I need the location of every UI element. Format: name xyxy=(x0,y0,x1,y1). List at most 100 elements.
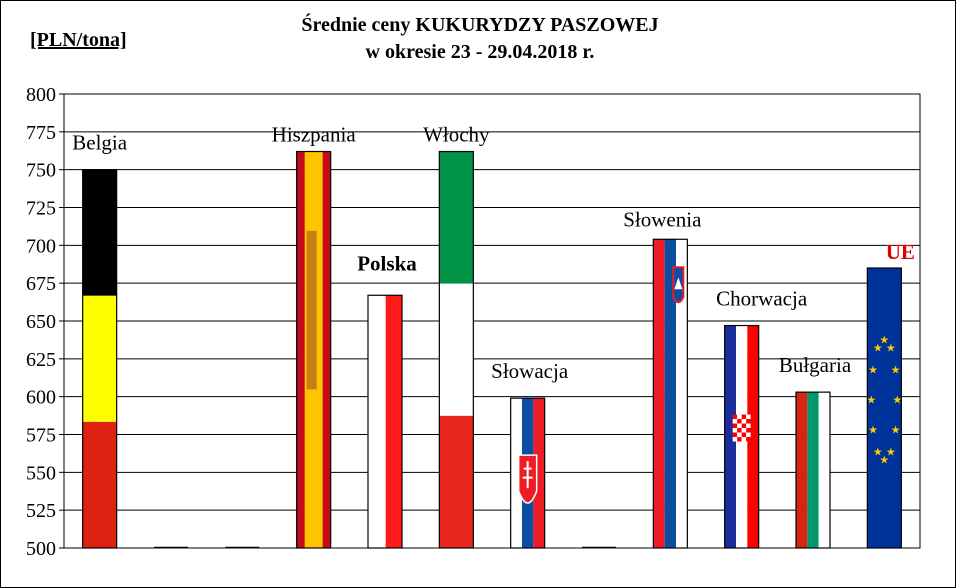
bar-outline xyxy=(724,324,760,549)
flag-stripe xyxy=(533,398,545,548)
bar-outline xyxy=(510,397,546,549)
checkerboard-cell xyxy=(741,414,747,420)
star-icon: ★ xyxy=(868,425,878,437)
double-cross-icon xyxy=(522,461,533,489)
checkerboard-cell xyxy=(741,437,747,442)
flag-stripe xyxy=(82,169,117,296)
checkerboard-cell xyxy=(746,414,751,420)
checkerboard-cell xyxy=(741,419,747,424)
star-icon: ★ xyxy=(891,365,901,377)
checkerboard-cell xyxy=(737,428,742,433)
checkerboard-cell xyxy=(732,432,738,438)
star-icon: ★ xyxy=(879,335,889,347)
flag-stripe xyxy=(82,421,117,548)
star-icon: ★ xyxy=(892,395,902,407)
bar-polska xyxy=(367,294,403,549)
flag-stripe xyxy=(296,151,305,549)
bar-outline xyxy=(652,238,688,549)
y-tick-label: 700 xyxy=(26,235,56,257)
flag-stripe xyxy=(82,295,117,422)
bar-outline xyxy=(795,391,831,549)
y-axis-unit-label: [PLN/tona] xyxy=(30,29,127,51)
checkerboard-cell xyxy=(741,423,747,429)
bar-label: Włochy xyxy=(423,123,490,147)
checkerboard-cell xyxy=(737,414,742,420)
checkerboard-cell xyxy=(732,428,738,433)
bar-chorwacja xyxy=(724,324,760,549)
y-tick-label: 600 xyxy=(26,387,56,409)
flag-field xyxy=(867,268,902,548)
star-icon: ★ xyxy=(866,395,876,407)
flag-stripe xyxy=(322,151,331,549)
bar-label: UE xyxy=(886,240,915,264)
bar-outline xyxy=(438,150,474,549)
flag-stripe xyxy=(676,239,688,548)
bar-outline xyxy=(367,294,403,549)
flag-stripe xyxy=(724,325,736,548)
checkerboard-cell xyxy=(746,428,751,433)
star-icon: ★ xyxy=(891,425,901,437)
flag-stripe xyxy=(510,398,522,548)
bar-outline xyxy=(296,150,332,549)
star-icon: ★ xyxy=(873,343,883,355)
bar-label: Słowenia xyxy=(623,207,702,231)
y-tick-label: 525 xyxy=(26,500,56,522)
checkerboard-cell xyxy=(741,428,747,433)
flag-stripe xyxy=(747,325,759,548)
flag-stripe xyxy=(385,295,402,548)
bar-słowacja xyxy=(510,397,546,549)
checkerboard-cell xyxy=(746,423,751,429)
y-tick-label: 625 xyxy=(26,349,56,371)
checkerboard-cell xyxy=(732,419,738,424)
star-icon: ★ xyxy=(886,343,896,355)
flag-stripe xyxy=(796,392,808,548)
bar-label: Chorwacja xyxy=(716,287,808,311)
flag-stripe xyxy=(664,239,676,548)
checkerboard-cell xyxy=(732,423,738,429)
checkerboard-cell xyxy=(741,432,747,438)
bar-ue: ★★★★★★★★★★★★ xyxy=(866,267,902,549)
checkerboard-cell xyxy=(746,432,751,438)
bar-label: Słowacja xyxy=(491,359,569,383)
flag-stripe xyxy=(439,151,474,284)
y-tick-label: 750 xyxy=(26,160,56,182)
bar-label: Bułgaria xyxy=(779,353,852,377)
y-tick-label: 575 xyxy=(26,425,56,447)
y-tick-label: 725 xyxy=(26,198,56,220)
bar-hiszpania xyxy=(296,150,332,549)
bar-włochy xyxy=(438,150,474,549)
checkerboard-cell xyxy=(737,419,742,424)
star-icon: ★ xyxy=(868,365,878,377)
checkerboard-cell xyxy=(732,437,738,442)
chart-subtitle: w okresie 23 - 29.04.2018 r. xyxy=(365,41,595,63)
y-tick-label: 775 xyxy=(26,122,56,144)
flag-stripe xyxy=(818,392,830,548)
y-tick-label: 650 xyxy=(26,311,56,333)
y-tick-label: 500 xyxy=(26,538,56,560)
chart-title: Średnie ceny KUKURYDZY PASZOWEJ xyxy=(301,14,659,36)
bar-label: Polska xyxy=(357,251,417,275)
checkerboard-cell xyxy=(737,423,742,429)
bar-bułgaria xyxy=(795,391,831,549)
bar-belgia xyxy=(82,169,118,549)
bar-outline xyxy=(82,169,118,549)
coat-of-arms-icon xyxy=(306,230,317,390)
star-icon: ★ xyxy=(873,447,883,459)
y-tick-label: 550 xyxy=(26,462,56,484)
checkerboard-cell xyxy=(737,432,742,438)
flag-stripe xyxy=(653,239,665,548)
checkerboard-cell xyxy=(732,414,738,420)
bar-label: Hiszpania xyxy=(272,123,357,147)
star-icon: ★ xyxy=(879,455,889,467)
star-icon: ★ xyxy=(886,447,896,459)
checkerboard-cell xyxy=(737,437,742,442)
y-tick-label: 800 xyxy=(26,84,56,106)
flag-stripe xyxy=(807,392,819,548)
bar-słowenia xyxy=(652,238,688,549)
checkerboard-cell xyxy=(746,437,751,442)
flag-stripe xyxy=(439,283,474,416)
y-tick-label: 675 xyxy=(26,273,56,295)
mountain-icon xyxy=(674,277,683,290)
bar-label: Belgia xyxy=(72,131,127,155)
